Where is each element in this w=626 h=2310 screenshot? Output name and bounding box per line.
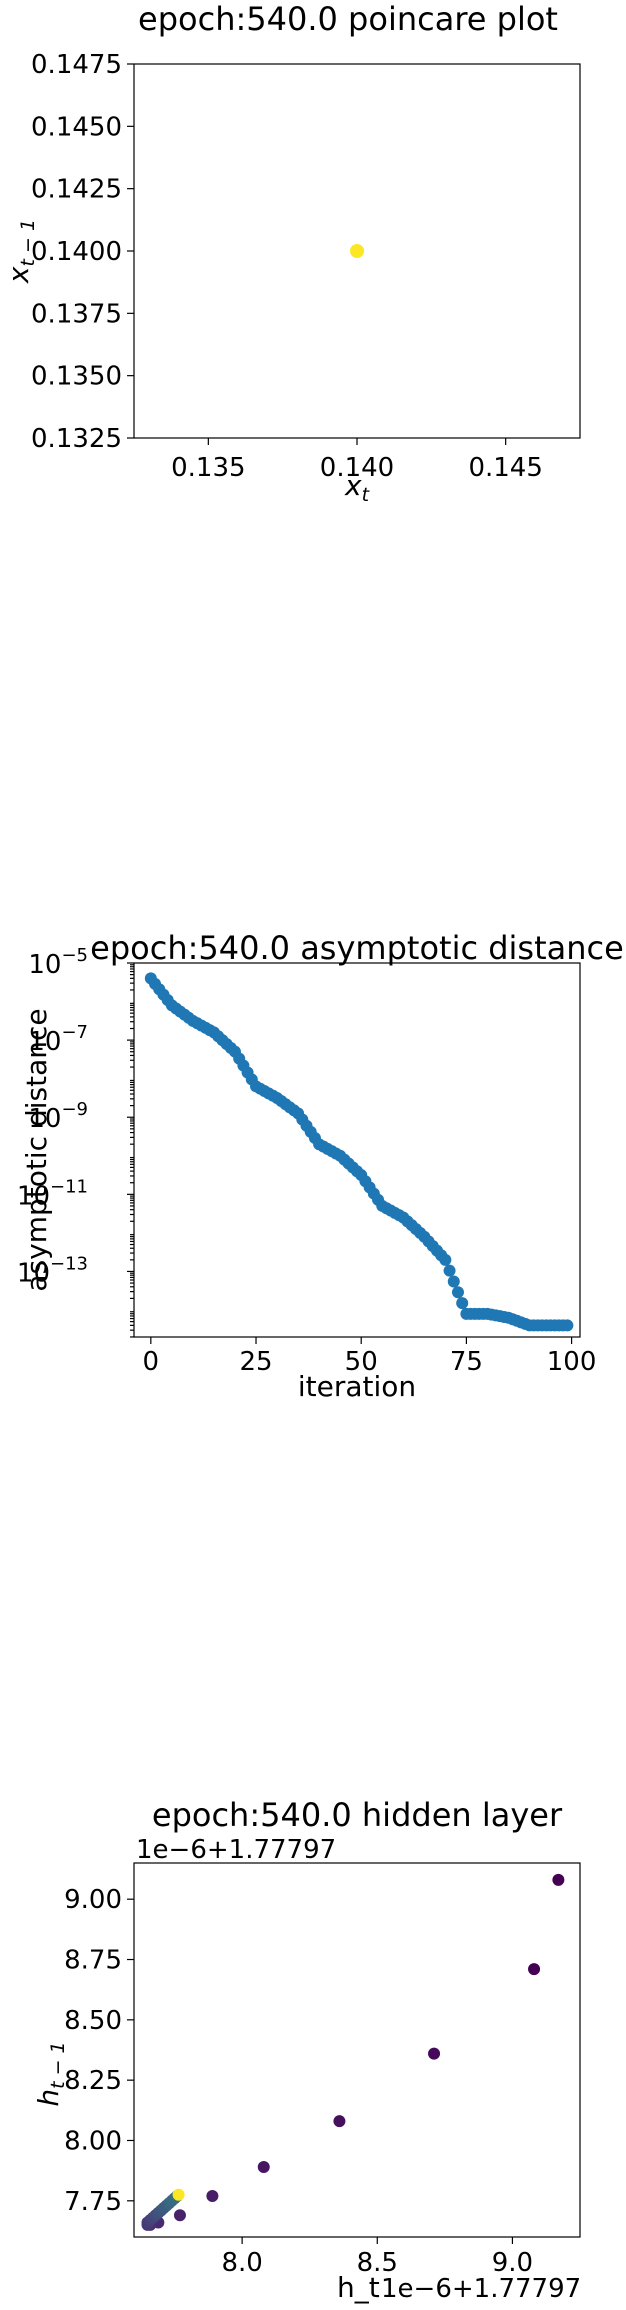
poincare-title: epoch:540.0 poincare plot bbox=[138, 0, 558, 38]
hidden-point bbox=[333, 2115, 346, 2128]
poincare-plot: epoch:540.0 poincare plot 0.135 0.140 0.14… bbox=[2, 0, 581, 506]
hidden-axes-frame bbox=[133, 1862, 581, 2238]
poincare-y-tick-label: 0.1400 bbox=[31, 237, 122, 267]
poincare-y-tick-label: 0.1350 bbox=[31, 362, 122, 392]
hidden-y-tick-label: 7.75 bbox=[64, 2187, 122, 2217]
asymptotic-title: epoch:540.0 asymptotic distance bbox=[90, 929, 624, 967]
hidden-layer-plot: epoch:540.0 hidden layer 1e−6+1.77797 8.… bbox=[32, 1796, 581, 2304]
poincare-y-ticks: 0.1475 0.1450 0.1425 0.1400 0.1375 0.1350 0.13… bbox=[31, 50, 134, 454]
poincare-y-tick-label: 0.1425 bbox=[31, 175, 122, 205]
poincare-y-tick-label: 0.1475 bbox=[31, 50, 122, 80]
asymptotic-axes-frame bbox=[133, 962, 581, 1338]
hidden-y-offset: 1e−6+1.77797 bbox=[136, 1835, 336, 1865]
hidden-y-tick-label: 9.00 bbox=[64, 1885, 122, 1915]
hidden-x-ticks: 8.0 8.5 9.0 bbox=[221, 2237, 533, 2278]
asymptotic-y-tick-label: 10−9 bbox=[28, 1099, 88, 1134]
asymptotic-x-tick-label: 100 bbox=[547, 1347, 597, 1377]
poincare-x-tick-label: 0.145 bbox=[468, 453, 542, 483]
asymptotic-y-tick-label: 10−7 bbox=[28, 1022, 88, 1057]
hidden-x-tick-label: 8.5 bbox=[357, 2248, 398, 2278]
asymptotic-y-tick-label: 10−5 bbox=[28, 945, 88, 980]
poincare-y-tick-label: 0.1450 bbox=[31, 112, 122, 142]
poincare-x-tick-label: 0.140 bbox=[320, 453, 394, 483]
hidden-y-tick-label: 8.00 bbox=[64, 2126, 122, 2156]
poincare-y-tick-label: 0.1375 bbox=[31, 299, 122, 329]
hidden-point bbox=[257, 2161, 270, 2174]
asymptotic-x-tick-label: 25 bbox=[239, 1347, 272, 1377]
hidden-point bbox=[173, 2209, 186, 2222]
hidden-point bbox=[528, 1963, 541, 1976]
hidden-point bbox=[428, 2047, 441, 2060]
poincare-point bbox=[350, 244, 364, 258]
hidden-point bbox=[552, 1873, 565, 1886]
hidden-y-tick-label: 8.25 bbox=[64, 2066, 122, 2096]
hidden-title: epoch:540.0 hidden layer bbox=[152, 1796, 563, 1834]
hidden-x-tick-label: 8.0 bbox=[221, 2248, 262, 2278]
poincare-y-label: xt − 1 bbox=[2, 219, 39, 284]
poincare-x-ticks: 0.135 0.140 0.145 bbox=[171, 438, 543, 483]
asymptotic-point bbox=[451, 1286, 464, 1299]
hidden-y-tick-label: 8.75 bbox=[64, 1946, 122, 1976]
hidden-x-label: h_t bbox=[337, 2271, 380, 2304]
hidden-x-offset: 1e−6+1.77797 bbox=[381, 2274, 581, 2304]
asymptotic-x-label: iteration bbox=[298, 1370, 416, 1403]
hidden-y-label: ht − 1 bbox=[32, 2041, 69, 2106]
hidden-point bbox=[172, 2188, 185, 2201]
asymptotic-point bbox=[439, 1253, 452, 1266]
asymptotic-point bbox=[561, 1319, 574, 1332]
hidden-x-tick-label: 9.0 bbox=[492, 2248, 533, 2278]
asymptotic-point bbox=[447, 1275, 460, 1288]
poincare-y-tick-label: 0.1325 bbox=[31, 424, 122, 454]
asymptotic-points bbox=[144, 972, 574, 1332]
asymptotic-point bbox=[456, 1297, 469, 1310]
asymptotic-distance-plot: epoch:540.0 asymptotic distance 0 25 50 75 1… bbox=[17, 929, 624, 1403]
poincare-x-tick-label: 0.135 bbox=[171, 453, 245, 483]
hidden-points bbox=[141, 1873, 565, 2231]
asymptotic-x-tick-label: 0 bbox=[143, 1347, 160, 1377]
asymptotic-y-label: asymptotic distance bbox=[20, 1008, 53, 1291]
asymptotic-x-tick-label: 50 bbox=[345, 1347, 378, 1377]
hidden-y-tick-label: 8.50 bbox=[64, 2006, 122, 2036]
asymptotic-point bbox=[443, 1264, 456, 1277]
hidden-y-ticks: 9.00 8.75 8.50 8.25 8.00 7.75 bbox=[64, 1885, 134, 2217]
hidden-point bbox=[206, 2189, 219, 2202]
asymptotic-x-ticks: 0 25 50 75 100 bbox=[143, 1337, 597, 1377]
poincare-points bbox=[350, 244, 364, 258]
asymptotic-x-tick-label: 75 bbox=[450, 1347, 483, 1377]
